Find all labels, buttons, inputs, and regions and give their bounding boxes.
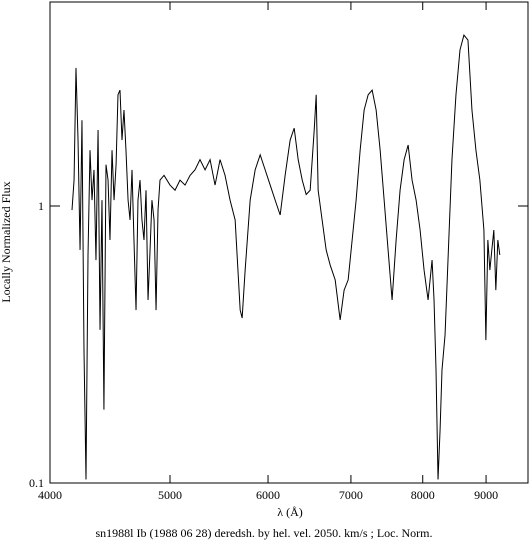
y-tick-label: 0.1 [29,476,44,490]
x-tick-label: 5000 [158,488,182,502]
chart-title: sn1988l Ib (1988 06 28) deredsh. by hel.… [96,526,433,540]
x-tick-label: 4000 [38,488,62,502]
x-tick-label: 6000 [256,488,280,502]
x-tick-label: 9000 [474,488,498,502]
x-tick-label: 7000 [339,488,363,502]
spectrum-line [71,33,501,480]
y-tick-label: 1 [38,199,44,213]
x-tick-label: 8000 [411,488,435,502]
x-axis-label: λ (Å) [277,505,302,519]
y-axis-label: Locally Normalized Flux [0,181,13,302]
plot-frame [49,1,529,484]
